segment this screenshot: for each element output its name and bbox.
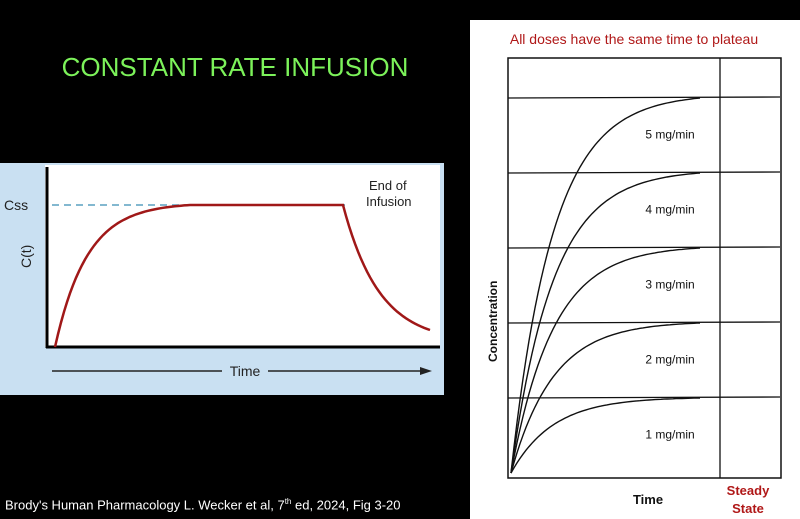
plateau-line-5 <box>507 96 781 99</box>
state-label-line2: State <box>732 501 764 516</box>
plateau-line-4 <box>507 171 781 174</box>
plateau-line-1 <box>507 396 781 399</box>
series-curve-1 <box>510 397 701 474</box>
y-axis-label: C(t) <box>18 245 34 268</box>
arrowhead-icon <box>420 367 432 375</box>
plateau-line-2 <box>507 321 781 324</box>
series-label-2: 2 mg/min <box>645 352 694 366</box>
series-curve-5 <box>510 97 701 474</box>
concentration-axis-label: Concentration <box>486 281 500 362</box>
right-plot-frame <box>507 57 782 479</box>
left-chart: Css C(t) End of Infusion Time <box>0 163 444 395</box>
concentration-curve <box>53 203 431 348</box>
slide-title: CONSTANT RATE INFUSION <box>61 52 409 82</box>
series-label-3: 3 mg/min <box>645 277 694 291</box>
series-curve-2 <box>510 322 701 474</box>
x-axis-label: Time <box>230 363 261 379</box>
series-label-5: 5 mg/min <box>645 127 694 141</box>
end-of-infusion-label-line1: End of <box>369 178 407 193</box>
right-chart-panel <box>470 20 800 519</box>
series-curve-3 <box>510 247 701 474</box>
steady-label-line1: Steady <box>727 483 770 498</box>
series-curve-4 <box>510 172 701 474</box>
time-axis-label: Time <box>633 492 663 507</box>
citation-text-rest: ed, 2024, Fig 3-20 <box>291 497 401 513</box>
left-plot-area <box>45 165 440 347</box>
citation-footer: Brody's Human Pharmacology L. Wecker et … <box>5 497 401 512</box>
series-label-4: 4 mg/min <box>645 202 694 216</box>
citation-superscript: th <box>284 497 292 506</box>
end-of-infusion-label-line2: Infusion <box>366 194 412 209</box>
series-label-1: 1 mg/min <box>645 427 694 441</box>
citation-text: Brody's Human Pharmacology L. Wecker et … <box>5 497 285 513</box>
css-label: Css <box>4 197 28 213</box>
right-chart-title: All doses have the same time to plateau <box>510 31 758 47</box>
right-chart: All doses have the same time to plateau … <box>470 20 800 519</box>
plateau-line-3 <box>507 246 781 249</box>
